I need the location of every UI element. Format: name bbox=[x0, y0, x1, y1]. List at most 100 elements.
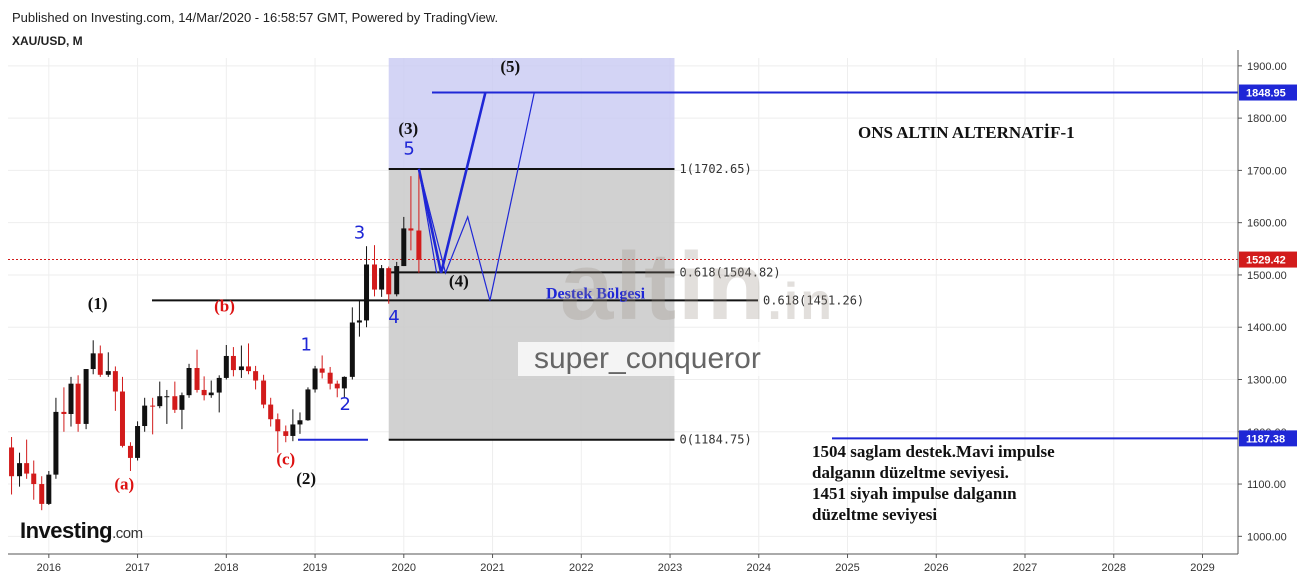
candle-body bbox=[53, 411, 59, 475]
candle-body bbox=[334, 383, 340, 389]
fib-level-label: 0.618(1451.26) bbox=[763, 293, 864, 307]
candle-body bbox=[119, 391, 125, 446]
fib-retracement-zone bbox=[388, 169, 675, 440]
fib-level-label: 0.618(1504.82) bbox=[679, 265, 780, 279]
candle-body bbox=[379, 268, 385, 290]
candle-body bbox=[416, 230, 422, 260]
x-tick-label: 2026 bbox=[924, 562, 948, 574]
candle-body bbox=[297, 420, 303, 425]
x-tick-label: 2018 bbox=[214, 562, 238, 574]
wave-label: (4) bbox=[449, 271, 469, 290]
author-watermark: super_conqueror bbox=[518, 342, 764, 376]
support-price-tag-bg bbox=[1239, 430, 1297, 447]
support-price-tag: 1187.38 bbox=[1246, 433, 1285, 445]
fib-level-label: 0(1184.75) bbox=[679, 433, 751, 447]
candle-body bbox=[68, 383, 74, 414]
candle-body bbox=[75, 383, 81, 424]
candle-body bbox=[164, 396, 170, 398]
candle-body bbox=[238, 366, 244, 371]
candle-body bbox=[97, 353, 103, 375]
wave-labels: (1) (2) (3) (4) (5) (a) (b) (c) 1 2 3 4 5 Destek Bölg… bbox=[88, 57, 646, 493]
current-price-tag: 1529.42 bbox=[1246, 255, 1286, 267]
support-zone-label: Destek Bölgesi bbox=[546, 285, 646, 302]
current-price-tag-bg bbox=[1239, 251, 1297, 268]
wave-label: 3 bbox=[354, 222, 365, 243]
chart-axes: 1000.001100.001200.001300.001400.001500.… bbox=[8, 50, 1297, 574]
y-tick-label: 1800.00 bbox=[1247, 113, 1287, 125]
candle-body bbox=[135, 426, 141, 458]
chart-annotation-title: ONS ALTIN ALTERNATİF-1 bbox=[858, 123, 1075, 142]
analysis-note: 1504 saglam destek.Mavi impulse dalganın… bbox=[812, 441, 1055, 525]
candle-body bbox=[208, 392, 214, 396]
candle-body bbox=[157, 396, 163, 407]
candle-body bbox=[142, 405, 148, 427]
x-tick-label: 2023 bbox=[658, 562, 682, 574]
candle-body bbox=[150, 405, 156, 407]
candle-body bbox=[401, 228, 407, 267]
wave-label: (a) bbox=[114, 474, 134, 493]
candle-body bbox=[305, 389, 311, 421]
wave-label: 2 bbox=[340, 394, 351, 415]
candle-body bbox=[372, 264, 378, 290]
candle-body bbox=[261, 380, 267, 405]
candle-body bbox=[17, 463, 23, 477]
candle-body bbox=[24, 463, 30, 474]
candle-body bbox=[245, 366, 251, 372]
fib-zones bbox=[388, 58, 675, 440]
candle-body bbox=[127, 445, 133, 458]
x-tick-label: 2025 bbox=[835, 562, 859, 574]
candle-body bbox=[194, 367, 200, 390]
candle-body bbox=[90, 353, 96, 370]
wave-projections bbox=[417, 92, 535, 301]
wave-label: (5) bbox=[500, 57, 520, 76]
candle-body bbox=[290, 424, 296, 436]
wave-path-projection-thin-2 bbox=[418, 168, 438, 274]
wave-label: 4 bbox=[388, 307, 399, 328]
fib-level-label: 1(1702.65) bbox=[679, 162, 751, 176]
x-tick-label: 2024 bbox=[747, 562, 771, 574]
candle-body bbox=[327, 372, 333, 384]
target-zone bbox=[388, 58, 675, 170]
wave-label: (3) bbox=[398, 119, 418, 138]
published-caption: Published on Investing.com, 14/Mar/2020 … bbox=[12, 10, 499, 25]
candle-body bbox=[105, 371, 111, 375]
y-tick-label: 1100.00 bbox=[1247, 479, 1286, 491]
candle-body bbox=[408, 228, 414, 231]
note-line: 1451 siyah impulse dalganın bbox=[812, 484, 1017, 503]
investing-logo: Investing.com bbox=[20, 518, 143, 543]
candle-body bbox=[275, 419, 281, 432]
candle-body bbox=[341, 376, 347, 389]
candle-body bbox=[61, 411, 67, 414]
wave-path-projection-bold bbox=[417, 92, 487, 274]
altin-watermark-logo: altin.in bbox=[560, 233, 835, 340]
y-tick-label: 1000.00 bbox=[1247, 531, 1287, 543]
candle-body bbox=[253, 371, 259, 381]
note-line: düzeltme seviyesi bbox=[812, 505, 938, 524]
candle-body bbox=[201, 389, 207, 396]
wave-label: (1) bbox=[88, 294, 108, 313]
candle-body bbox=[39, 484, 45, 504]
candle-body bbox=[230, 355, 236, 371]
x-tick-label: 2016 bbox=[37, 562, 61, 574]
wave-label: (c) bbox=[276, 450, 295, 469]
wave-label: 1 bbox=[300, 335, 311, 356]
candle-body bbox=[349, 322, 355, 377]
target-price-tag: 1848.95 bbox=[1246, 88, 1286, 100]
x-tick-label: 2020 bbox=[392, 562, 416, 574]
y-tick-label: 1400.00 bbox=[1247, 322, 1287, 334]
candle-body bbox=[46, 474, 52, 504]
candle-body bbox=[216, 377, 222, 393]
wave-path-projection-thin-1 bbox=[418, 92, 535, 301]
wave-label: 5 bbox=[403, 139, 414, 160]
level-lines: 1(1702.65) 0.618(1504.82) 0.618(1451.26) 0(… bbox=[8, 91, 1238, 447]
candle-body bbox=[364, 264, 370, 321]
candle-body bbox=[186, 367, 192, 396]
candle-body bbox=[283, 431, 289, 436]
x-tick-label: 2019 bbox=[303, 562, 327, 574]
x-tick-label: 2029 bbox=[1190, 562, 1214, 574]
note-line: dalganın düzeltme seviyesi. bbox=[812, 463, 1009, 482]
candle-body bbox=[179, 395, 185, 410]
candle-series bbox=[9, 168, 422, 511]
x-tick-label: 2021 bbox=[480, 562, 504, 574]
